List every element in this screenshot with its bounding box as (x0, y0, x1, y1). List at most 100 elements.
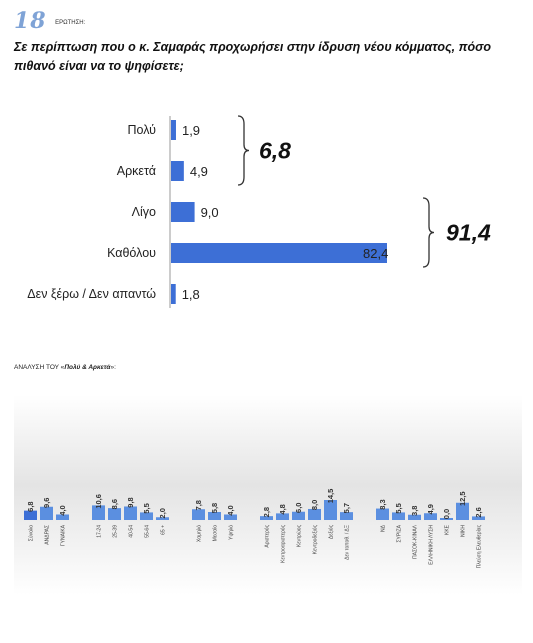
breakdown-value-label: 5,5 (394, 503, 403, 513)
breakdown-title-prefix: ΑΝΑΛΥΣΗ ΤΟΥ « (14, 364, 65, 371)
breakdown-value-label: 3,8 (410, 506, 419, 516)
breakdown-bar (108, 508, 121, 520)
breakdown-category-label: Σύνολο (28, 525, 35, 541)
group-brace (422, 197, 435, 268)
breakdown-title-bold: Πολύ & Αρκετά (64, 364, 111, 371)
main-value-label: 1,9 (182, 123, 200, 138)
breakdown-value-label: 4,9 (426, 504, 435, 514)
breakdown-bar (224, 514, 237, 520)
breakdown-value-label: 8,0 (310, 500, 319, 510)
main-bar (171, 243, 387, 263)
main-value-label: 4,9 (190, 164, 208, 179)
breakdown-bar (376, 508, 389, 520)
breakdown-category-label: 25-39 (113, 525, 119, 538)
breakdown-value-label: 9,6 (42, 498, 51, 508)
breakdown-value-label: 4,8 (278, 504, 287, 514)
group-total-label: 91,4 (446, 220, 491, 246)
breakdown-category-label: 17-24 (97, 525, 103, 538)
question-text: Σε περίπτωση που ο κ. Σαμαράς προχωρήσει… (14, 40, 492, 73)
main-bar (171, 161, 184, 181)
breakdown-value-label: 6,8 (26, 501, 35, 511)
breakdown-category-label: ΝΙΚΗ (461, 525, 467, 537)
breakdown-category-label: Αριστερός (264, 524, 271, 547)
main-value-label: 9,0 (201, 205, 219, 220)
breakdown-bar (392, 512, 405, 520)
breakdown-category-label: Μεσαίο (213, 525, 219, 541)
breakdown-value-label: 7,8 (194, 500, 203, 510)
breakdown-bar (340, 512, 353, 520)
breakdown-category-label: Δεξιός (328, 524, 335, 539)
breakdown-value-label: 4,0 (226, 505, 235, 515)
breakdown-value-label: 2,8 (262, 507, 271, 517)
breakdown-category-label: 40-54 (129, 525, 135, 538)
main-category-label: Δεν ξέρω / Δεν απαντώ (27, 287, 156, 301)
breakdown-value-label: 4,0 (58, 505, 67, 515)
breakdown-value-label: 2,6 (474, 507, 483, 517)
breakdown-category-label: Κεντρώος (296, 524, 303, 547)
breakdown-category-label: Κεντροαριστερός (280, 524, 287, 562)
breakdown-title: ΑΝΑΛΥΣΗ ΤΟΥ «Πολύ & Αρκετά»: (14, 364, 116, 371)
breakdown-value-label: 2,0 (158, 508, 167, 518)
breakdown-bar (260, 516, 273, 520)
main-bar (171, 202, 195, 222)
breakdown-bar (24, 510, 37, 520)
breakdown-bar (92, 505, 105, 520)
breakdown-bar (292, 511, 305, 520)
breakdown-bar (276, 513, 289, 520)
question-header: 18 ΕΡΩΤΗΣΗ: Σε περίπτωση που ο κ. Σαμαρά… (14, 8, 524, 76)
breakdown-bar (308, 508, 321, 520)
breakdown-category-label: Χαμηλό (196, 525, 203, 542)
breakdown-bar (456, 502, 469, 520)
main-category-label: Πολύ (127, 123, 156, 137)
main-category-label: Αρκετά (117, 164, 156, 178)
breakdown-category-label: ΓΥΝΑΙΚΑ (61, 524, 67, 546)
breakdown-bar (192, 509, 205, 520)
breakdown-bar (124, 506, 137, 520)
question-word: ΕΡΩΤΗΣΗ: (55, 20, 86, 26)
breakdown-category-label: ΝΔ (381, 524, 387, 532)
breakdown-value-label: 12,5 (458, 491, 467, 506)
breakdown-bar (56, 514, 69, 520)
breakdown-value-label: 8,6 (110, 499, 119, 509)
breakdown-category-label: ΚΚΕ (445, 524, 451, 535)
breakdown-panel-background (14, 395, 522, 595)
breakdown-bar (408, 514, 421, 520)
breakdown-bar (40, 506, 53, 520)
breakdown-title-suffix: »: (110, 364, 116, 371)
group-total-label: 6,8 (259, 138, 291, 164)
breakdown-bar (424, 513, 437, 520)
breakdown-bar (440, 518, 453, 520)
breakdown-value-label: 14,5 (326, 489, 335, 504)
main-value-label: 82,4 (363, 246, 388, 261)
breakdown-category-label: ΕΛΛΗΝΙΚΗ ΛΥΣΗ (429, 525, 435, 565)
breakdown-value-label: 9,8 (126, 497, 135, 507)
main-bar (171, 120, 176, 140)
main-value-label: 1,8 (182, 287, 200, 302)
breakdown-bar (208, 512, 221, 520)
breakdown-value-label: 10,6 (94, 494, 103, 509)
breakdown-category-label: Πλεύση Ελευθερίας (476, 524, 483, 568)
breakdown-value-label: 0,0 (442, 509, 451, 519)
question-number: 18 (14, 8, 47, 34)
breakdown-value-label: 6,0 (294, 503, 303, 513)
breakdown-category-label: Υψηλό (228, 525, 235, 540)
main-bar-chart: Πολύ 1,9 Αρκετά 4,9 Λίγο 9,0 Καθόλου 82,4 Δεν ξέ… (27, 115, 491, 308)
breakdown-bar (156, 517, 169, 520)
breakdown-value-label: 8,3 (378, 499, 387, 509)
breakdown-category-label: Δεν τοποθ. / ΔΞ (345, 524, 351, 560)
breakdown-category-label: ΠΑΣΟΚ-ΚΙΝΑΛ (413, 524, 419, 559)
main-bar (171, 284, 176, 304)
breakdown-bar (472, 516, 485, 520)
breakdown-value-label: 5,5 (142, 503, 151, 513)
breakdown-category-label: ΑΝΔΡΑΣ (45, 525, 51, 545)
breakdown-value-label: 5,7 (342, 503, 351, 513)
main-category-label: Καθόλου (107, 246, 156, 260)
breakdown-category-label: 65 + (161, 525, 167, 535)
group-brace (237, 115, 250, 186)
breakdown-category-label: ΣΥΡΙΖΑ (397, 524, 403, 542)
breakdown-category-label: Κεντροδεξιός (312, 524, 319, 554)
breakdown-bar (140, 512, 153, 520)
breakdown-category-label: 55-64 (145, 525, 151, 538)
breakdown-value-label: 5,8 (210, 503, 219, 513)
